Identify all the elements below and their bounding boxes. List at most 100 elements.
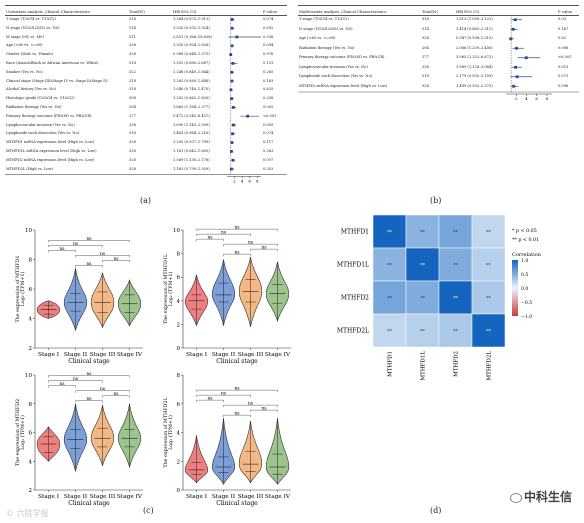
cell-p: 0.167 <box>558 26 569 31</box>
cell-name: Radiation therapy (Yes vs. No) <box>6 105 62 109</box>
cell-hr: 1.282 (0.889–1.848) <box>173 78 210 83</box>
y-tick-label: 4 <box>29 459 33 465</box>
cell-label: ** <box>420 230 426 236</box>
cell-hr: 1.364 (0.875–1.913) <box>173 17 210 21</box>
panel-label-c: (c) <box>143 506 154 515</box>
hr-point <box>231 132 234 136</box>
y-axis-unit: Log₂ (TPM+1) <box>167 415 174 450</box>
significance-bracket <box>75 255 130 258</box>
cell-label: ** <box>486 263 492 269</box>
hr-point <box>230 26 234 30</box>
column-label: MTHFD2L <box>487 351 493 381</box>
y-tick-label: 4 <box>177 431 181 437</box>
colorbar-tick-label: 0.5 <box>521 272 528 278</box>
y-tick-label: 8 <box>29 258 33 264</box>
significance-label: ns <box>59 247 65 252</box>
y-tick-label: 2 <box>29 346 33 352</box>
cell-label: ** <box>486 329 492 335</box>
colorbar-tick-label: −0.5 <box>521 300 532 306</box>
table-row: Smoker (Yes vs. No) 522 1.248 (0.840–1.844… <box>5 68 287 77</box>
hr-point <box>229 88 233 92</box>
cell-label: ** <box>453 230 459 236</box>
cell-n: 528 <box>129 149 136 153</box>
y-axis-unit: Log₂ (TPM+1) <box>19 415 26 450</box>
significance-bracket <box>196 399 224 403</box>
significance-bracket <box>75 390 130 393</box>
colorbar-tick-label: −1.0 <box>521 314 532 320</box>
cell-p: 0.092 <box>263 25 274 30</box>
significance-bracket <box>250 409 278 413</box>
cell-name: Lymphovascular invasion (Yes vs. No) <box>299 64 368 69</box>
table-row: T stage (T3&T4 vs. T1&T2) 518 1.813 (1.099… <box>298 15 579 24</box>
hr-point <box>230 97 233 100</box>
cell-p: 0.074 <box>263 131 274 136</box>
forest-plot-univariate: Univariate analysis_Clinical Characteris… <box>5 5 287 187</box>
cell-n: 522 <box>129 69 136 74</box>
cell-hr: 1.320 (0.954–1.826) <box>173 43 210 48</box>
table-row: Lymphnode neck dissection (Yes vs. No) 51… <box>298 72 579 81</box>
cell-hr: 1.690 (1.143–2.509) <box>173 122 210 127</box>
cell-n: 338 <box>129 122 136 127</box>
x-tick-label: Stage IV <box>117 352 143 358</box>
cell-p: 0.096 <box>558 83 569 88</box>
cell-name: Age (>60 vs. <=60) <box>6 43 43 48</box>
x-axis-label: Clinical stage <box>216 500 258 507</box>
col-header-p: P value <box>263 8 278 14</box>
x-tick-label: 4 <box>241 178 244 183</box>
x-axis-label: Clinical stage <box>68 358 110 365</box>
cell-label: ** <box>420 329 426 335</box>
legend-note: ** p < 0.01 <box>512 237 539 243</box>
x-tick-label: Stage I <box>38 494 59 500</box>
heatmap-cell <box>438 214 473 249</box>
y-tick-label: 2 <box>29 488 33 494</box>
cell-p: 0.265 <box>263 69 274 74</box>
cell-name: T stage (T3&T4 vs. T1&T2) <box>299 17 349 21</box>
significance-bracket <box>48 385 76 388</box>
cell-name: MTHFD2 mRNA expression level (High vs. L… <box>6 157 95 162</box>
cell-p: 0.338 <box>263 34 274 39</box>
heatmap-cell <box>438 280 473 315</box>
cell-label: ** <box>420 296 426 302</box>
col-header-total: Total(N) <box>422 8 438 14</box>
cell-n: 514 <box>422 26 429 31</box>
x-tick-label: Stage III <box>90 494 116 500</box>
hr-point <box>229 53 233 56</box>
significance-label: ns <box>234 387 240 392</box>
cell-p: 0.074 <box>263 17 274 21</box>
significance-label: ns <box>221 392 227 397</box>
cell-n: 508 <box>129 96 136 101</box>
significance-label: ns <box>73 377 79 382</box>
legend-note: * p < 0.05 <box>512 228 537 234</box>
panel-label-b: (b) <box>430 196 442 205</box>
x-tick-label: Stage III <box>238 494 264 500</box>
hr-point <box>246 114 250 118</box>
significance-label: ns <box>221 231 227 236</box>
table-row: Alcohol history (Yes vs. No) 518 1.040 (0.… <box>5 85 287 94</box>
cell-hr: 1.813 (1.099–3.122) <box>456 17 493 21</box>
x-tick-label: 4 <box>525 96 528 101</box>
watermark-brand: 中科生信 <box>524 490 573 504</box>
y-axis-label: The expression of MTHFD2 <box>15 399 21 466</box>
cell-name: MTHFD1L mRNA expression level (High vs. … <box>6 149 97 153</box>
cell-n: 528 <box>129 166 136 171</box>
x-tick-label: Stage II <box>212 494 235 500</box>
cell-n: 294 <box>129 105 136 109</box>
significance-label: ns <box>234 226 240 231</box>
y-tick-label: 10 <box>173 228 180 234</box>
cell-p: 0.006 <box>558 45 569 50</box>
cell-name: Race (Asian&Black or African American vs… <box>6 61 99 65</box>
significance-label: ns <box>59 382 65 387</box>
y-axis-label: The expression of MTHFD2L <box>163 397 169 468</box>
cell-name: Smoker (Yes vs. No) <box>6 69 43 74</box>
hr-point <box>514 65 518 69</box>
significance-label: ns <box>234 412 240 417</box>
cell-hr: 1.248 (0.840–1.844) <box>173 69 210 74</box>
cell-name: Alcohol history (Yes vs. No) <box>6 87 56 92</box>
x-tick-label: Stage II <box>64 494 87 500</box>
cell-hr: 3.965 (2.252–6.672) <box>456 55 493 59</box>
colorbar-tick-label: 0.0 <box>521 286 528 292</box>
colorbar-tick-label: 1.0 <box>521 258 528 264</box>
hr-point <box>231 123 235 127</box>
table-row: Clinical stage (Stage III&Stage IV vs. S… <box>5 77 287 86</box>
legend-title: Correlation <box>512 252 542 258</box>
